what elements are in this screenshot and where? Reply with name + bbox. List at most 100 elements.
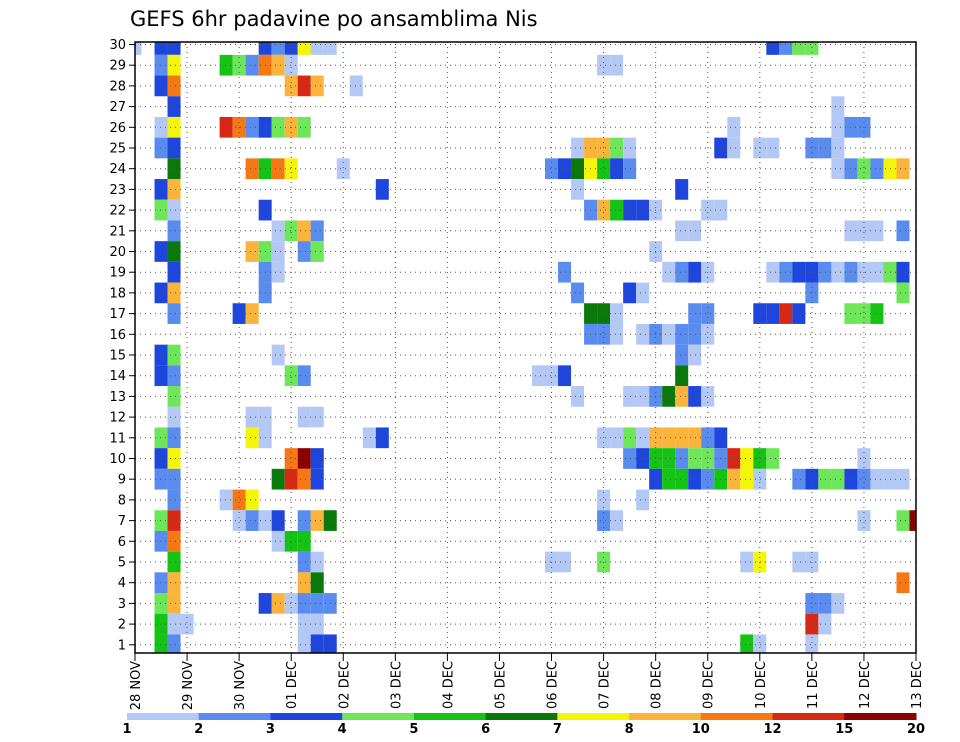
heatmap-cell	[271, 510, 285, 531]
y-tick-label: 12	[109, 411, 126, 426]
heatmap-cell	[545, 365, 559, 387]
heatmap-cell	[154, 116, 168, 138]
y-tick-label: 17	[109, 307, 126, 322]
heatmap-cell	[349, 75, 363, 97]
heatmap-cell	[701, 199, 715, 221]
heatmap-cell	[135, 42, 142, 55]
heatmap-cell	[245, 116, 259, 138]
heatmap-cell	[167, 137, 181, 159]
heatmap-cell	[297, 448, 311, 469]
heatmap-cell	[805, 634, 819, 653]
heatmap-cell	[636, 448, 650, 469]
heatmap-cell	[310, 75, 324, 97]
heatmap-cell	[167, 116, 181, 138]
heatmap-cell	[792, 261, 806, 283]
heatmap-cell	[792, 42, 806, 55]
heatmap-cell	[831, 116, 845, 138]
heatmap-cell	[167, 448, 181, 469]
chart-title: GEFS 6hr padavine po ansamblima Nis	[130, 7, 538, 31]
heatmap-cell	[232, 54, 246, 76]
heatmap-cell	[701, 323, 715, 345]
y-tick-label: 1	[118, 638, 126, 653]
heatmap-cell	[219, 54, 233, 76]
colorbar-label: 20	[907, 722, 925, 737]
heatmap-cell	[167, 551, 181, 573]
heatmap-cell	[896, 572, 910, 594]
y-tick-label: 3	[118, 597, 126, 612]
heatmap-cell	[688, 261, 702, 283]
heatmap-cell	[310, 572, 324, 594]
x-axis: 28 NOV 29 NOV 30 NOV 01 DEC 02 DEC 03 DEC 04 D…	[129, 653, 925, 710]
colorbar-label: 12	[763, 722, 781, 737]
heatmap-cell	[909, 510, 916, 531]
x-tick-label: 28 NOV	[129, 661, 144, 710]
heatmap-cell	[362, 427, 376, 449]
heatmap-cell	[167, 386, 181, 407]
heatmap-cell	[310, 448, 324, 469]
heatmap-cell	[662, 261, 676, 283]
heatmap-cell	[571, 282, 585, 304]
heatmap-cell	[701, 448, 715, 469]
heatmap-cell	[154, 344, 168, 366]
y-tick-label: 24	[109, 162, 126, 177]
heatmap-cell	[297, 551, 311, 573]
heatmap-cell	[701, 468, 715, 490]
heatmap-cell	[675, 344, 689, 366]
x-tick-label: 30 NOV	[233, 661, 248, 710]
y-tick-label: 19	[109, 266, 126, 281]
heatmap-cell	[310, 593, 324, 614]
heatmap-cell	[818, 593, 832, 614]
heatmap-cell	[610, 510, 624, 531]
heatmap-cell	[753, 468, 767, 490]
heatmap-cell	[870, 261, 884, 283]
heatmap-cell	[675, 468, 689, 490]
heatmap-cell	[675, 386, 689, 407]
heatmap-cell	[831, 96, 845, 117]
y-tick-label: 18	[109, 286, 126, 301]
heatmap-cell	[831, 261, 845, 283]
colorbar-swatch	[127, 713, 200, 720]
x-tick-label: 29 NOV	[181, 661, 196, 710]
heatmap-cell	[831, 593, 845, 614]
y-tick-label: 23	[109, 183, 126, 198]
heatmap-cell	[662, 323, 676, 345]
heatmap-cell	[297, 613, 311, 635]
heatmap-cell	[532, 365, 546, 387]
heatmap-cell	[688, 303, 702, 324]
heatmap-cell	[284, 75, 298, 97]
heatmap-cell	[675, 365, 689, 387]
colorbar-label: 15	[835, 722, 853, 737]
heatmap-cell	[271, 158, 285, 180]
heatmap-cell	[688, 427, 702, 449]
heatmap-cell	[896, 282, 910, 304]
heatmap-cell	[310, 241, 324, 262]
heatmap-cell	[805, 593, 819, 614]
heatmap-cell	[571, 137, 585, 159]
heatmap-cell	[779, 42, 793, 55]
heatmap-cell	[284, 593, 298, 614]
heatmap-cell	[636, 323, 650, 345]
y-tick-label: 7	[118, 514, 126, 529]
x-tick-label: 02 DEC	[337, 661, 352, 709]
x-tick-label: 12 DEC	[858, 661, 873, 709]
heatmap-cell	[753, 634, 767, 653]
colorbar-label: 3	[266, 722, 275, 737]
y-tick-label: 4	[118, 576, 126, 591]
heatmap-cell	[675, 323, 689, 345]
heatmap-cell	[284, 54, 298, 76]
heatmap-cell	[740, 551, 754, 573]
x-tick-label: 13 DEC	[910, 661, 925, 709]
heatmap-cell	[818, 137, 832, 159]
heatmap-cell	[662, 448, 676, 469]
x-tick-label: 09 DEC	[702, 661, 717, 709]
colorbar-swatch	[557, 713, 630, 720]
heatmap-cell	[284, 220, 298, 242]
heatmap-cell	[154, 613, 168, 635]
heatmap-cell	[271, 42, 285, 55]
heatmap-cell	[597, 303, 611, 324]
heatmap-cell	[805, 468, 819, 490]
heatmap-cell	[688, 323, 702, 345]
heatmap-cell	[675, 179, 689, 200]
heatmap-cell	[297, 220, 311, 242]
heatmap-cell	[766, 448, 780, 469]
